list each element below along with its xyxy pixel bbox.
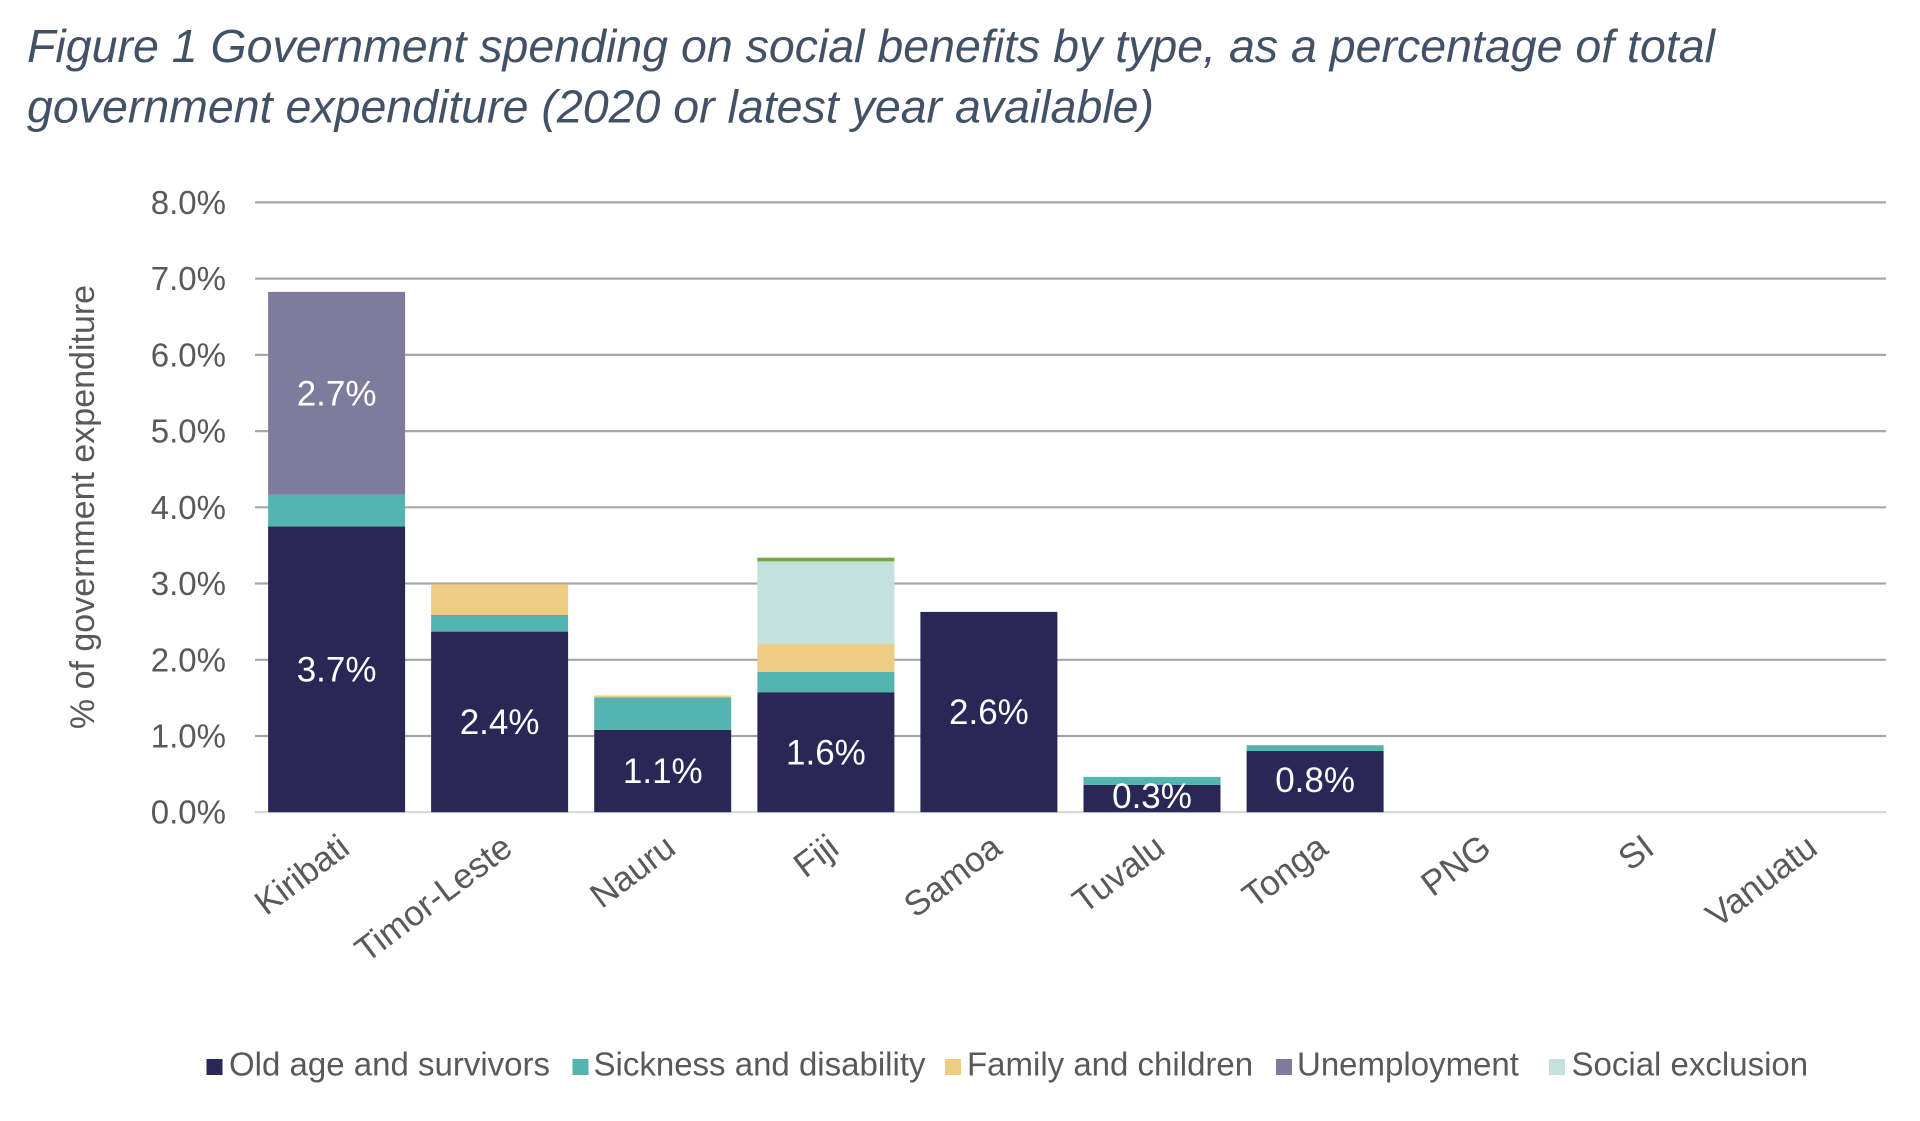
- svg-text:Family and children: Family and children: [967, 1046, 1253, 1083]
- svg-text:4.0%: 4.0%: [151, 489, 226, 526]
- svg-text:1.6%: 1.6%: [786, 734, 866, 773]
- svg-text:Social exclusion: Social exclusion: [1572, 1046, 1809, 1083]
- svg-text:1.0%: 1.0%: [151, 718, 226, 755]
- svg-text:8.0%: 8.0%: [151, 184, 226, 221]
- svg-text:0.8%: 0.8%: [1275, 761, 1355, 800]
- svg-text:government expenditure (2020 o: government expenditure (2020 or latest y…: [27, 81, 1154, 133]
- svg-text:Sickness and disability: Sickness and disability: [594, 1046, 926, 1083]
- svg-text:6.0%: 6.0%: [151, 336, 226, 373]
- svg-text:Old age and survivors: Old age and survivors: [229, 1046, 550, 1083]
- svg-text:0.0%: 0.0%: [151, 794, 226, 831]
- svg-text:5.0%: 5.0%: [151, 413, 226, 450]
- svg-text:2.6%: 2.6%: [949, 693, 1029, 732]
- svg-text:2.7%: 2.7%: [297, 375, 377, 414]
- svg-text:7.0%: 7.0%: [151, 260, 226, 297]
- svg-text:3.7%: 3.7%: [297, 651, 377, 690]
- svg-text:3.0%: 3.0%: [151, 565, 226, 602]
- svg-text:2.0%: 2.0%: [151, 641, 226, 678]
- svg-text:Unemployment: Unemployment: [1297, 1046, 1519, 1083]
- svg-text:Figure 1 Government spending o: Figure 1 Government spending on social b…: [27, 20, 1717, 72]
- svg-text:0.3%: 0.3%: [1112, 777, 1192, 816]
- svg-text:2.4%: 2.4%: [460, 703, 540, 742]
- svg-text:% of government expenditure: % of government expenditure: [64, 285, 102, 729]
- svg-text:1.1%: 1.1%: [623, 752, 703, 791]
